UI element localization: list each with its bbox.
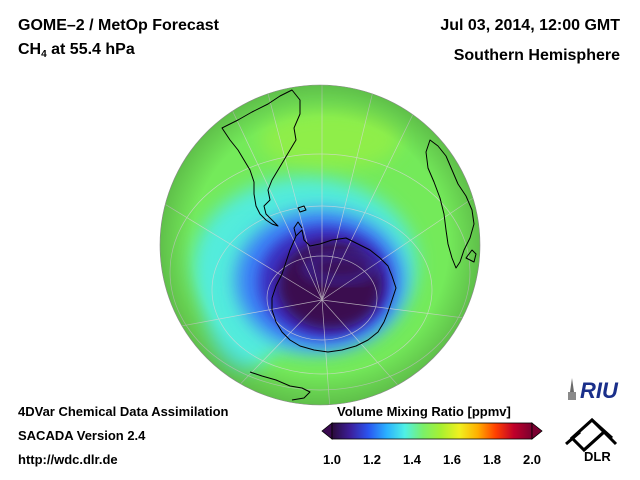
colorbar-tick-label: 2.0 <box>522 452 542 467</box>
dlr-logo-text: DLR <box>584 449 611 464</box>
map-title: GOME–2 / MetOp Forecast <box>18 17 219 34</box>
species-name: CH <box>18 41 42 58</box>
footer-method: 4DVar Chemical Data Assimilation <box>18 404 229 419</box>
colorbar-body <box>331 422 533 440</box>
colorbar-high-arrow <box>531 422 543 440</box>
colorbar-tick-label: 1.0 <box>322 452 342 467</box>
dlr-logo-icon <box>565 417 618 453</box>
colorbar-tick-label: 1.6 <box>442 452 462 467</box>
colorbar-tick-label: 1.8 <box>482 452 502 467</box>
pressure-level: at 55.4 hPa <box>46 41 135 58</box>
hemisphere-label: Southern Hemisphere <box>453 47 620 64</box>
riu-logo-text: RIU <box>580 378 619 403</box>
colorbar-low-arrow <box>321 422 333 440</box>
species-subscript: 4 <box>41 49 47 60</box>
colorbar-title: Volume Mixing Ratio [ppmv] <box>337 404 511 419</box>
riu-logo: RIU <box>568 378 619 403</box>
colorbar-tick-label: 1.4 <box>402 452 422 467</box>
colorbar-tick-label: 1.2 <box>362 452 382 467</box>
colorbar <box>321 422 543 440</box>
globe-surface <box>160 85 480 405</box>
globe-shading <box>160 85 480 405</box>
forecast-date: Jul 03, 2014, 12:00 GMT <box>440 17 620 34</box>
footer-version: SACADA Version 2.4 <box>18 428 146 443</box>
species-level-label: CH4 at 55.4 hPa <box>18 41 135 60</box>
footer-url: http://wdc.dlr.de <box>18 452 118 467</box>
globe-outline <box>159 84 481 406</box>
